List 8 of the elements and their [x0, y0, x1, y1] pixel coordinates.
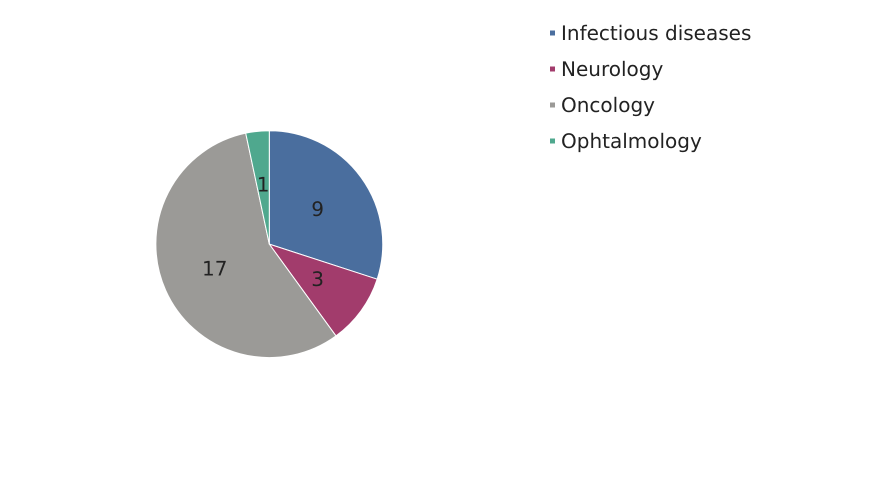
data-label: 9	[311, 197, 324, 222]
data-label: 3	[311, 267, 324, 292]
data-label: 17	[202, 256, 228, 280]
legend-label: Ophtalmology	[561, 129, 702, 153]
legend-label: Oncology	[561, 93, 656, 117]
legend-label: Neurology	[561, 57, 664, 81]
legend-label: Infectious diseases	[561, 21, 752, 45]
data-label: 1	[256, 172, 270, 197]
